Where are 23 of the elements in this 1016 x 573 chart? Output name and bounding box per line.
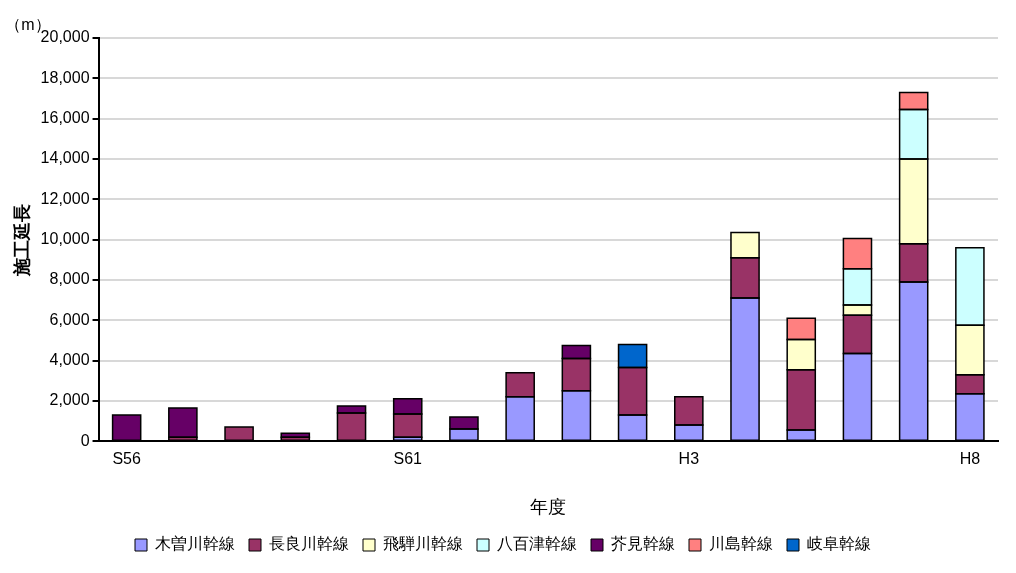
y-tick-label: 10,000 bbox=[40, 230, 90, 248]
legend-label: 木曽川幹線 bbox=[155, 535, 235, 553]
legend-label: 岐阜幹線 bbox=[807, 535, 871, 553]
y-tick-label: 0 bbox=[80, 431, 90, 449]
legend-label: 芥見幹線 bbox=[611, 535, 675, 553]
y-tick-label: 4,000 bbox=[49, 350, 90, 368]
y-tick-label: 8,000 bbox=[49, 270, 90, 288]
y-tick-label: 2,000 bbox=[49, 391, 90, 409]
y-tick-label: 18,000 bbox=[40, 68, 90, 86]
x-tick-label: S61 bbox=[393, 450, 423, 468]
legend-label: 飛騨川幹線 bbox=[383, 535, 463, 553]
x-tick-label: H8 bbox=[959, 450, 981, 468]
y-tick-label: 6,000 bbox=[49, 310, 90, 328]
y-axis-title: 施工延長 bbox=[11, 203, 32, 277]
legend-label: 川島幹線 bbox=[709, 535, 773, 553]
y-tick-label: 12,000 bbox=[40, 189, 90, 207]
x-tick-label: H3 bbox=[678, 450, 700, 468]
legend-label: 八百津幹線 bbox=[497, 535, 577, 553]
y-tick-label: 14,000 bbox=[40, 149, 90, 167]
x-axis-title: 年度 bbox=[530, 497, 567, 518]
y-tick-label: 16,000 bbox=[40, 109, 90, 127]
legend-label: 長良川幹線 bbox=[269, 535, 349, 553]
x-tick-label: S56 bbox=[112, 450, 141, 468]
